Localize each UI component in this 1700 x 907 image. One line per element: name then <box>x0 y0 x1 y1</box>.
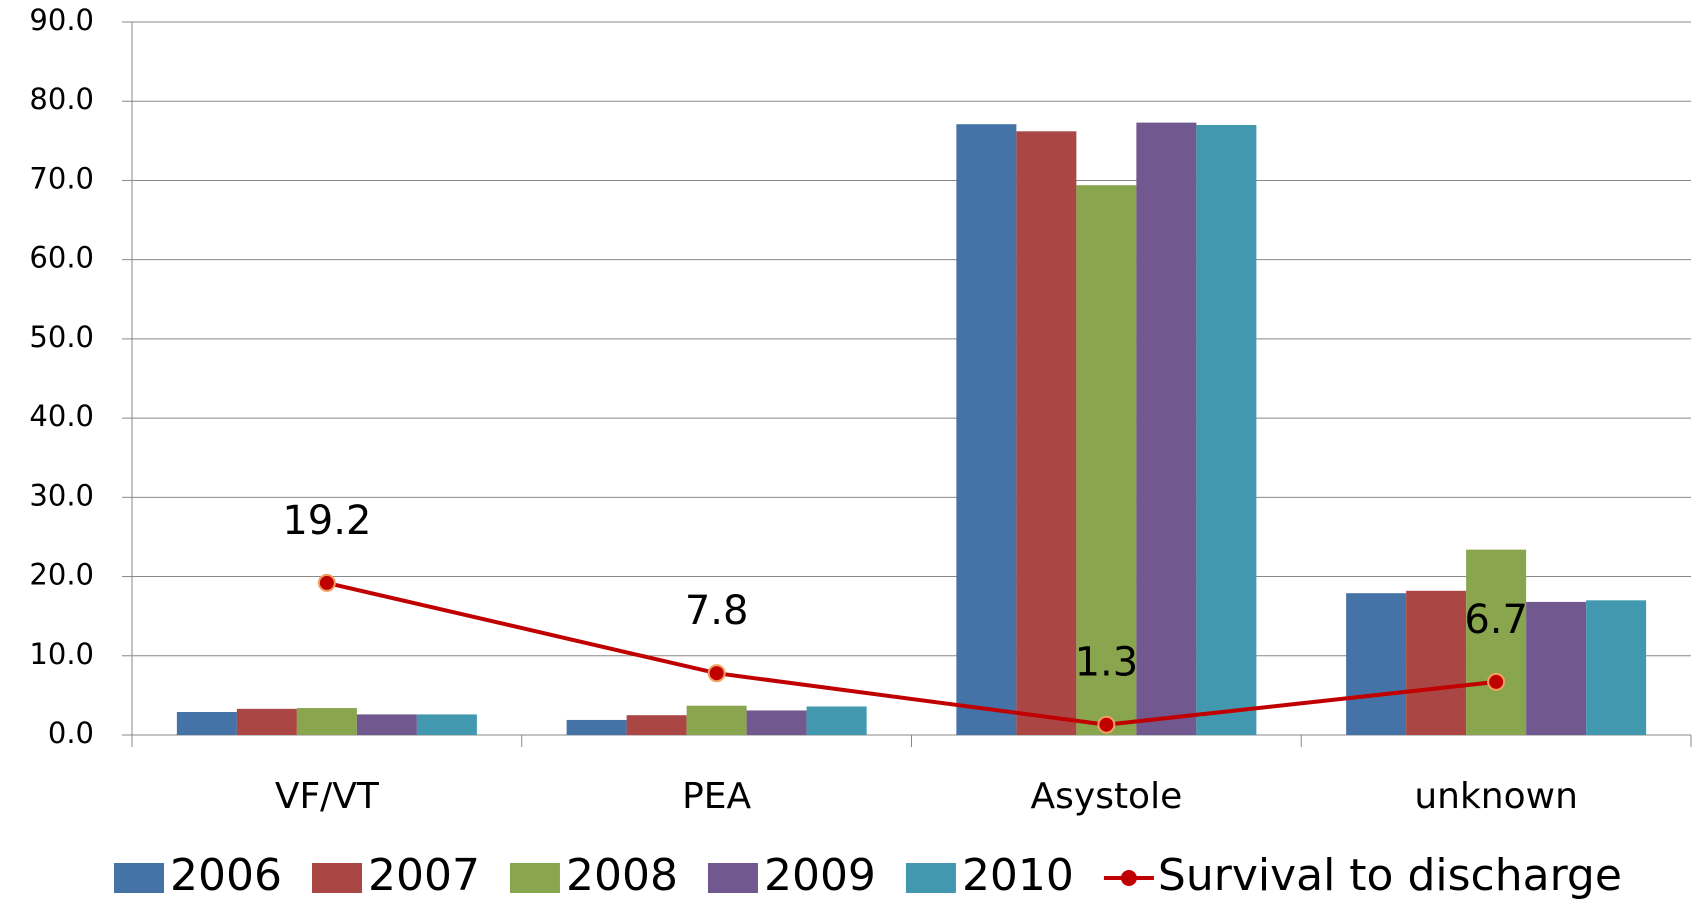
legend-swatch <box>114 863 164 893</box>
bar <box>746 710 807 735</box>
data-label: 6.7 <box>1464 597 1528 643</box>
bar <box>1406 590 1467 735</box>
legend-label: 2010 <box>962 850 1074 901</box>
x-tick-label: Asystole <box>1031 776 1183 817</box>
bar <box>956 124 1017 736</box>
legend-label: 2006 <box>170 850 282 901</box>
y-tick-label: 80.0 <box>29 82 94 116</box>
point <box>1097 715 1116 734</box>
legend-label: 2007 <box>368 850 480 901</box>
bar <box>1076 185 1137 736</box>
bar <box>296 708 357 735</box>
x-tick-label: unknown <box>1414 776 1578 817</box>
legend-swatch <box>509 863 560 893</box>
legend-marker <box>1120 870 1137 886</box>
bar <box>176 712 237 735</box>
y-tick-label: 40.0 <box>29 399 94 433</box>
legend-label: 2009 <box>764 850 876 901</box>
bar <box>1346 593 1407 735</box>
point <box>1487 672 1506 691</box>
data-label: 19.2 <box>282 498 371 544</box>
x-tick-label: VF/VT <box>275 776 380 817</box>
y-tick-label: 30.0 <box>29 478 94 512</box>
bar <box>236 708 297 735</box>
legend-label: Survival to discharge <box>1158 850 1622 901</box>
point <box>707 664 726 683</box>
bar <box>1526 601 1587 735</box>
y-tick-label: 0.0 <box>48 716 94 750</box>
y-tick-label: 90.0 <box>29 3 94 37</box>
point <box>317 573 336 592</box>
bar <box>1466 549 1527 735</box>
legend-label: 2008 <box>566 850 678 901</box>
legend-swatch <box>707 863 758 893</box>
y-tick-label: 20.0 <box>29 558 94 592</box>
legend-swatch <box>311 863 362 893</box>
data-label: 7.8 <box>685 588 749 634</box>
bar <box>626 715 687 735</box>
bar <box>1196 124 1257 735</box>
bar <box>686 705 747 735</box>
bar <box>356 714 417 735</box>
bar <box>1586 600 1647 735</box>
bar <box>566 719 627 735</box>
bar <box>1016 131 1077 735</box>
y-tick-label: 60.0 <box>29 241 94 275</box>
y-tick-label: 70.0 <box>29 161 94 195</box>
line <box>326 580 1497 727</box>
bar <box>1136 122 1197 735</box>
legend-swatch <box>905 863 956 893</box>
y-tick-label: 50.0 <box>29 320 94 354</box>
data-label: 1.3 <box>1075 640 1139 686</box>
bar <box>416 714 477 735</box>
y-tick-label: 10.0 <box>29 637 94 671</box>
x-tick-label: PEA <box>682 776 751 817</box>
bar <box>806 706 867 735</box>
